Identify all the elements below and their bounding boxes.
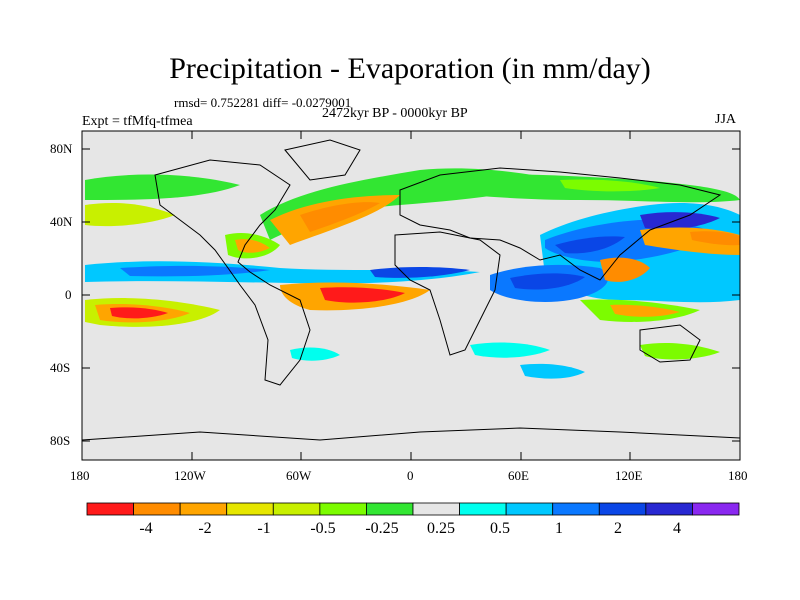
colorbar-box <box>319 502 367 516</box>
colorbar-label: 0.25 <box>427 520 455 537</box>
experiment-label: Expt = tfMfq-tfmea <box>82 114 193 129</box>
colorbar-label: -0.5 <box>310 520 336 537</box>
colorbar-label: -0.25 <box>365 520 399 537</box>
coastlines <box>81 139 741 441</box>
x-tick-label: 60E <box>508 468 529 483</box>
y-tick-label: 80N <box>50 141 73 156</box>
colorbar-label: -1 <box>257 520 271 537</box>
y-tick-label: 40S <box>50 360 71 375</box>
colorbar-box <box>598 502 647 516</box>
axis-ticks <box>81 131 741 460</box>
colorbar-label: -2 <box>198 520 212 537</box>
stats-text: rmsd= 0.752281 diff= -0.0279001 <box>174 95 352 110</box>
colorbar-box <box>692 502 740 516</box>
y-tick-label: 0 <box>65 287 72 302</box>
x-tick-label: 60W <box>286 468 312 483</box>
colorbar-label: 1 <box>555 520 563 537</box>
colorbar-label: -4 <box>139 520 153 537</box>
colorbar-label: 0.5 <box>490 520 510 537</box>
colorbar-label: 2 <box>614 520 622 537</box>
map-field <box>82 131 740 460</box>
x-tick-label: 180 <box>70 468 90 483</box>
x-tick-label: 0 <box>407 468 414 483</box>
season-label: JJA <box>715 112 737 127</box>
colorbar-box <box>505 502 554 516</box>
period-text: 2472kyr BP - 0000kyr BP <box>322 106 468 121</box>
colorbar-box <box>226 502 274 516</box>
colorbar-label: 4 <box>673 520 681 537</box>
colorbar-box <box>133 502 181 516</box>
colorbar-box <box>459 502 507 516</box>
colorbar-box <box>86 502 134 516</box>
colorbar <box>86 502 740 516</box>
y-tick-label: 80S <box>50 433 71 448</box>
colorbar-box <box>645 502 693 516</box>
colorbar-box <box>552 502 600 516</box>
plot-title: Precipitation - Evaporation (in mm/day) <box>169 52 651 85</box>
x-tick-label: 120E <box>615 468 643 483</box>
colorbar-box <box>366 502 414 516</box>
colorbar-box <box>179 502 228 516</box>
colorbar-box <box>272 502 321 516</box>
x-tick-label: 180 <box>728 468 748 483</box>
y-tick-label: 40N <box>50 214 73 229</box>
colorbar-box <box>412 502 460 516</box>
x-tick-label: 120W <box>174 468 206 483</box>
